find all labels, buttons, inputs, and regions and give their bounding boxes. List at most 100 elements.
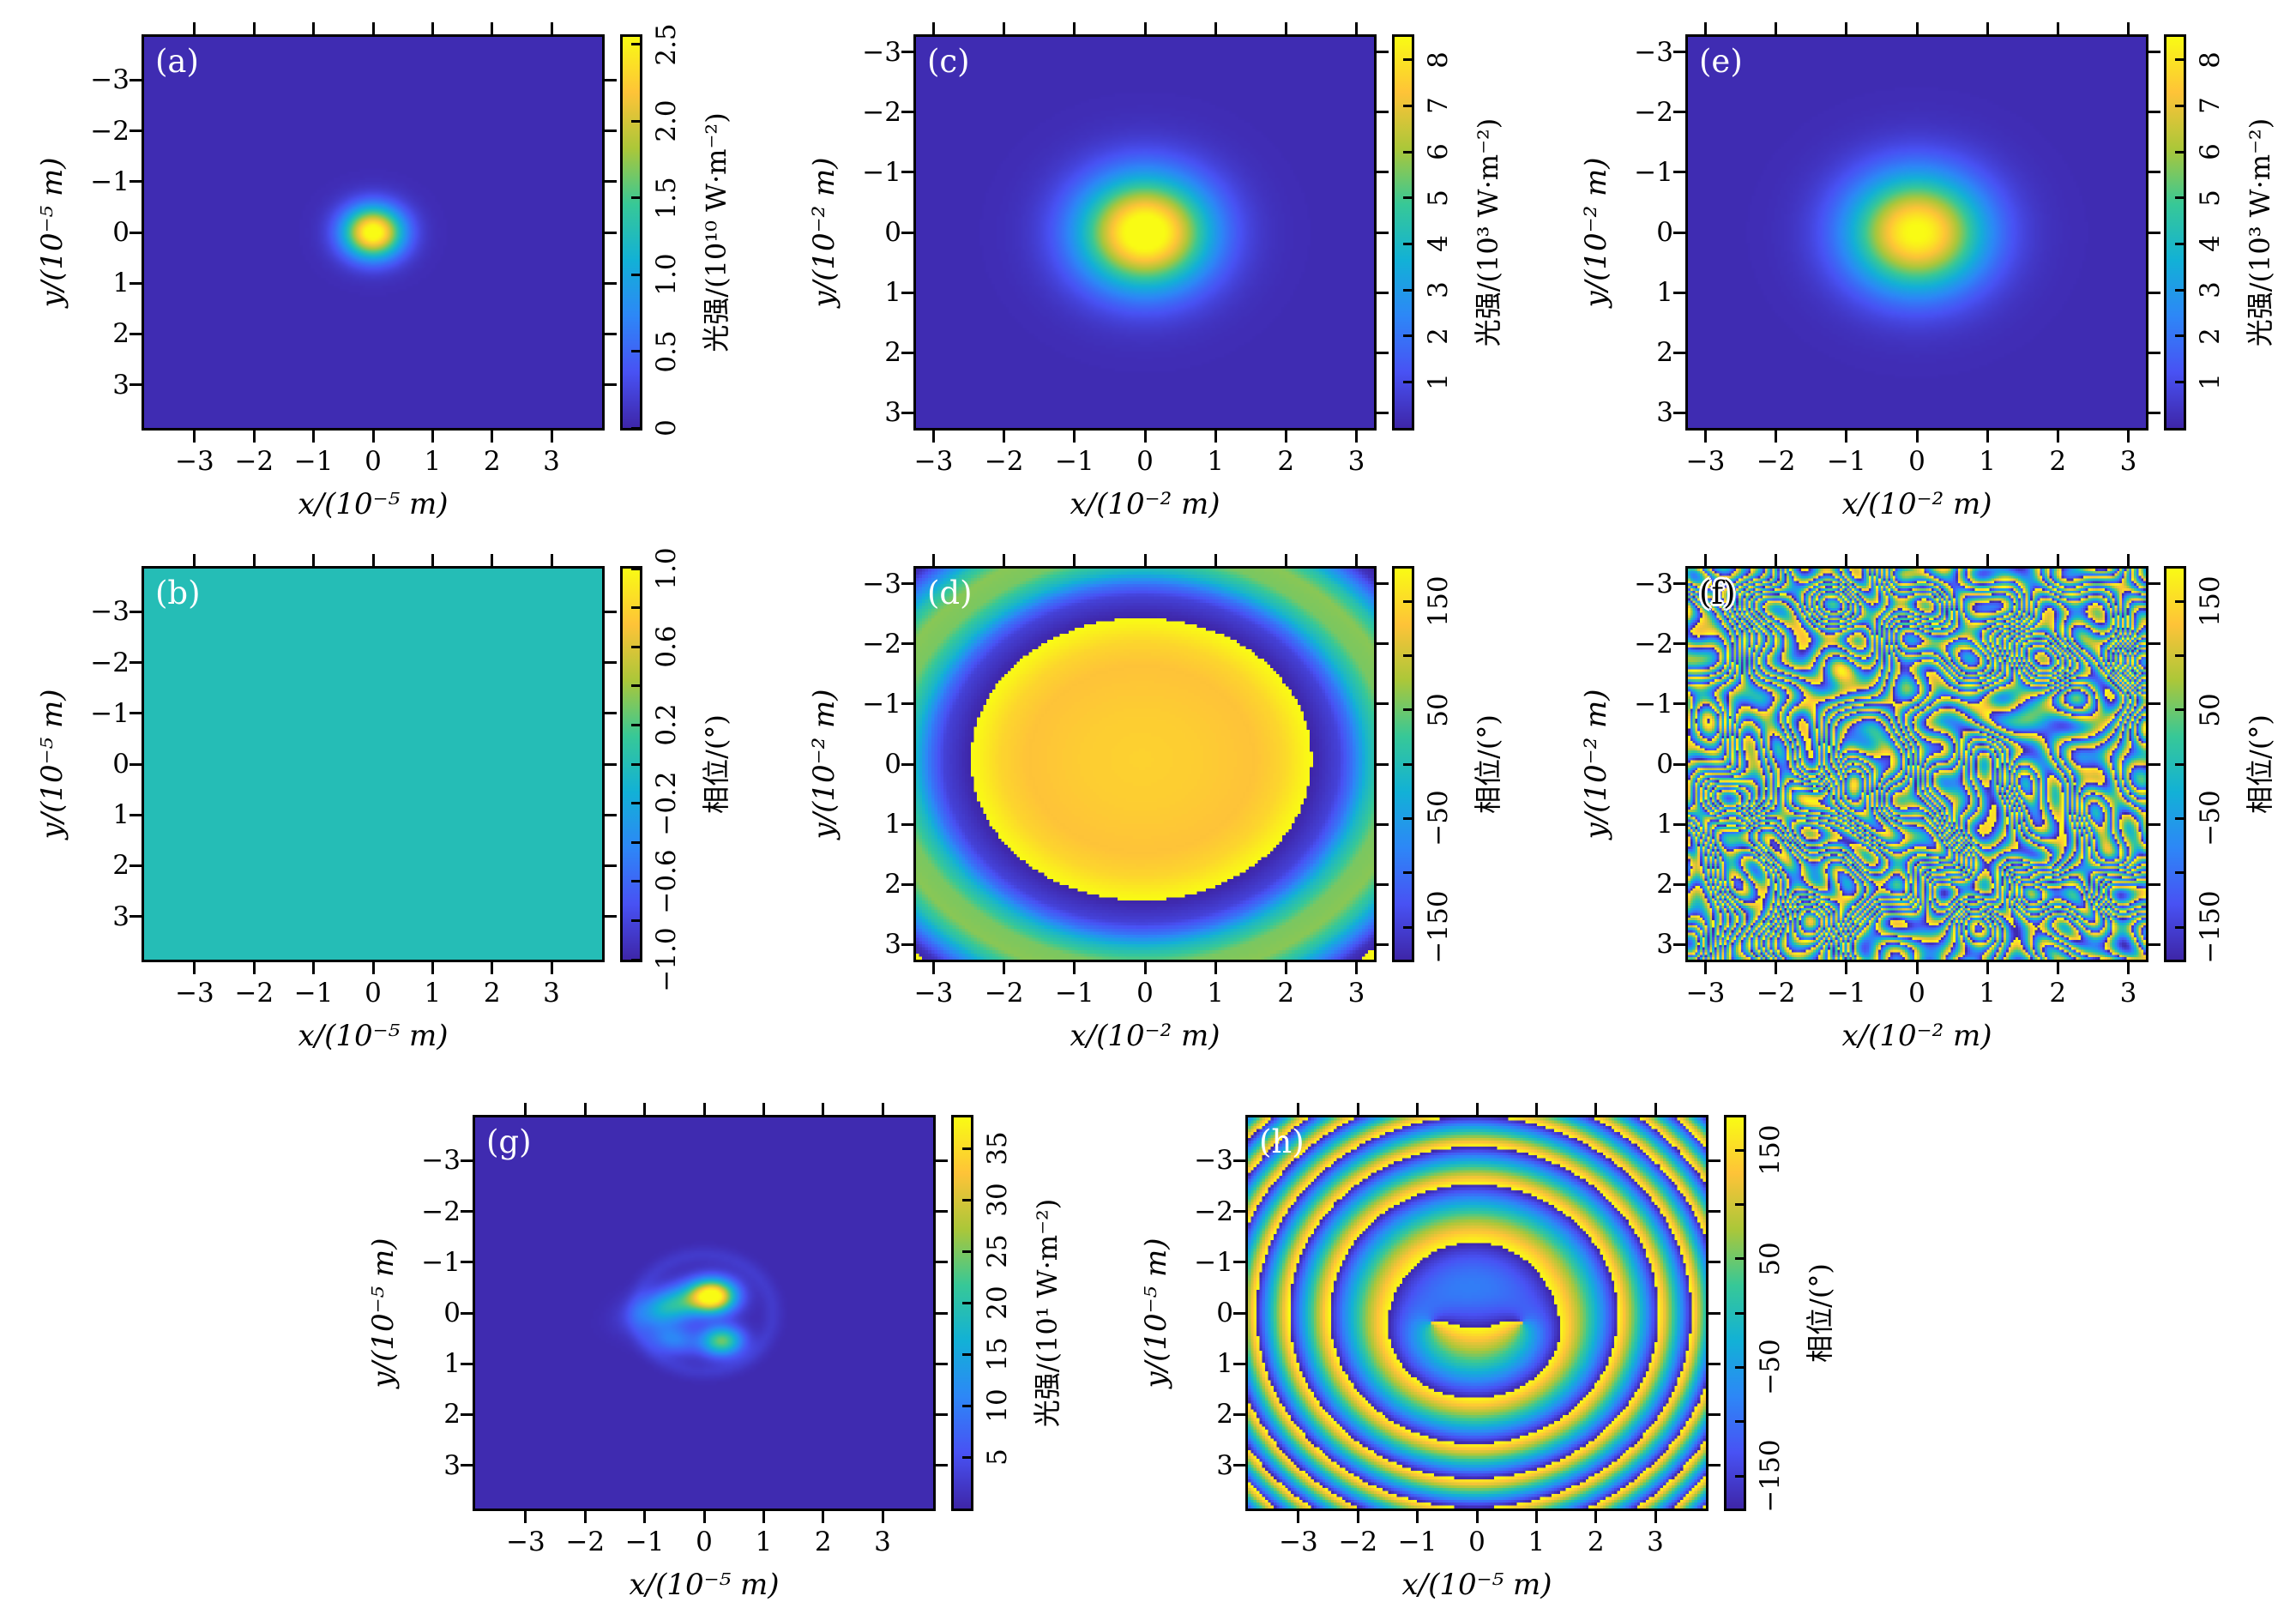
colorbar-tick-label: −50 xyxy=(1755,1339,1786,1396)
tick xyxy=(1377,702,1389,706)
y-tick-label: −3 xyxy=(862,36,901,68)
tick xyxy=(130,762,142,766)
colorbar-tick xyxy=(1403,763,1412,766)
tick xyxy=(130,78,142,81)
colorbar-tick xyxy=(2175,871,2184,874)
tick xyxy=(1356,1103,1359,1115)
tick xyxy=(901,882,913,886)
tick xyxy=(1377,943,1389,946)
tick xyxy=(643,1103,647,1115)
tick xyxy=(1534,1511,1538,1523)
tick xyxy=(1708,1362,1720,1365)
colorbar-tick xyxy=(2175,600,2184,603)
y-tick-label: −3 xyxy=(862,568,901,599)
colorbar-gradient-g xyxy=(954,1117,971,1509)
tick xyxy=(1284,554,1287,566)
tick xyxy=(2148,111,2160,114)
tick xyxy=(2148,762,2160,766)
colorbar-tick xyxy=(1403,196,1412,199)
tick xyxy=(1986,554,1989,566)
tick xyxy=(130,813,142,816)
tick xyxy=(130,332,142,335)
tick xyxy=(1654,1103,1657,1115)
tick xyxy=(1377,882,1389,886)
tick xyxy=(583,1103,587,1115)
colorbar-tick xyxy=(962,1199,971,1201)
tick xyxy=(936,1261,948,1264)
x-tick-label: 1 xyxy=(1207,978,1225,1009)
colorbar-tick-label: 3 xyxy=(1423,281,1454,298)
colorbar-tick-label: 7 xyxy=(2195,97,2226,115)
colorbar-gradient-e xyxy=(2166,37,2184,428)
heatmap-canvas-h xyxy=(1248,1117,1706,1509)
colorbar-label-f: 相位/(°) xyxy=(2244,714,2276,814)
colorbar-tick-label: 3 xyxy=(2195,281,2226,298)
x-axis-label-d: x/(10⁻² m) xyxy=(1070,1019,1220,1053)
panel-letter-g: (g) xyxy=(486,1123,532,1160)
x-tick-label: −2 xyxy=(565,1527,606,1557)
tick xyxy=(130,129,142,133)
tick xyxy=(2148,351,2160,354)
colorbar-label-g: 光强/(10¹ W·m⁻²) xyxy=(1031,1198,1064,1428)
tick xyxy=(431,22,434,34)
y-tick-label: −1 xyxy=(90,697,130,729)
tick xyxy=(605,762,617,766)
tick xyxy=(1233,1311,1245,1315)
x-tick-label: −1 xyxy=(624,1527,665,1557)
y-tick-label: 3 xyxy=(1656,929,1673,961)
colorbar-tick xyxy=(1403,243,1412,245)
x-tick-label: 0 xyxy=(1136,978,1154,1009)
tick xyxy=(702,1103,706,1115)
colorbar-gradient-c xyxy=(1395,37,1412,428)
y-tick-label: 2 xyxy=(112,850,130,882)
y-axis-label-c: y/(10⁻² m) xyxy=(807,157,841,308)
tick xyxy=(491,962,494,974)
colorbar-tick xyxy=(2175,654,2184,657)
y-tick-label: 2 xyxy=(112,318,130,350)
tick xyxy=(1775,962,1778,974)
y-tick-label: −3 xyxy=(421,1145,461,1177)
colorbar-tick-label: 0 xyxy=(651,419,682,437)
tick xyxy=(1284,22,1287,34)
tick xyxy=(550,431,553,443)
colorbar-tick-label: 25 xyxy=(982,1234,1013,1268)
x-tick-label: 0 xyxy=(696,1527,713,1557)
tick xyxy=(1377,642,1389,646)
tick xyxy=(932,22,936,34)
x-tick-label: 1 xyxy=(1979,446,1997,477)
tick xyxy=(605,915,617,918)
tick xyxy=(1673,291,1685,294)
tick xyxy=(1377,231,1389,234)
colorbar-tick-label: −0.6 xyxy=(651,849,682,914)
y-tick-label: 3 xyxy=(112,900,130,932)
x-tick-label: 1 xyxy=(424,978,442,1009)
tick xyxy=(1354,962,1358,974)
tick xyxy=(130,231,142,234)
y-tick-label: −1 xyxy=(862,156,901,188)
colorbar-tick xyxy=(1735,1257,1744,1260)
tick xyxy=(1673,111,1685,114)
tick xyxy=(1915,962,1919,974)
colorbar-tick-label: −1.0 xyxy=(651,927,682,992)
x-tick-label: −3 xyxy=(913,978,954,1009)
tick xyxy=(1475,1103,1479,1115)
colorbar-tick xyxy=(1403,334,1412,337)
tick xyxy=(901,762,913,766)
tick xyxy=(2148,702,2160,706)
tick xyxy=(252,22,256,34)
tick xyxy=(1673,171,1685,174)
colorbar-label-a: 光强/(10¹⁰ W·m⁻²) xyxy=(700,112,732,352)
tick xyxy=(193,22,196,34)
y-tick-label: 0 xyxy=(112,217,130,248)
colorbar-tick xyxy=(631,606,640,609)
tick xyxy=(1354,431,1358,443)
tick xyxy=(2056,554,2059,566)
y-tick-label: −1 xyxy=(1634,156,1673,188)
tick xyxy=(2056,22,2059,34)
colorbar-tick xyxy=(2175,58,2184,61)
tick xyxy=(643,1511,647,1523)
colorbar-tick-label: 6 xyxy=(1423,143,1454,160)
tick xyxy=(1845,431,1848,443)
tick xyxy=(1143,431,1147,443)
colorbar-tick xyxy=(1735,1366,1744,1369)
